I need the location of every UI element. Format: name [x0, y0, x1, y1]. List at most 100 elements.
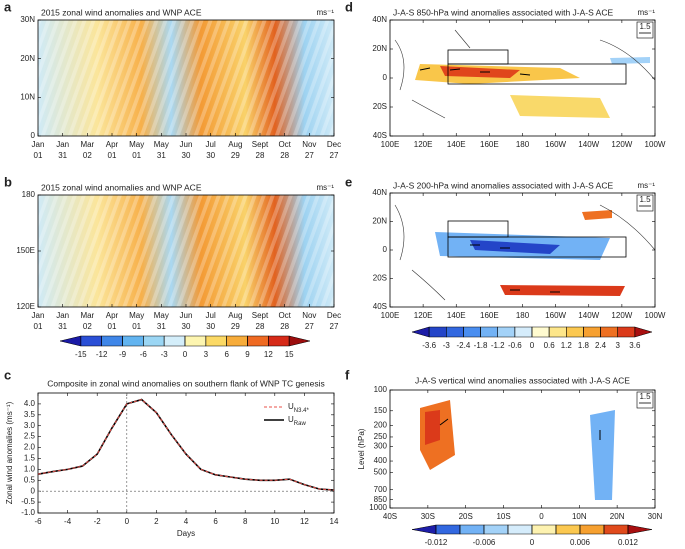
day: 31	[58, 151, 67, 160]
day: 28	[280, 151, 289, 160]
day: 02	[83, 322, 92, 331]
unit-label: ms⁻¹	[637, 181, 655, 190]
x-tick-label: Oct 28	[278, 140, 291, 160]
colorbar-tick-label: 0.012	[618, 538, 639, 547]
plot-frame	[389, 389, 656, 509]
colorbar-box	[247, 335, 269, 347]
legend-label: UN3.4*	[288, 402, 309, 413]
colorbar-box	[555, 524, 581, 535]
colorbar-box	[566, 326, 584, 338]
colorbar-box	[268, 335, 290, 347]
panel-title: 2015 zonal wind anomalies and WNP ACE	[41, 7, 202, 17]
x-tick-label: 180	[516, 311, 530, 320]
colorbar-tick-label: 3.6	[629, 341, 641, 350]
legend-subscript: N3.4*	[294, 408, 310, 414]
x-tick-label: 120W	[611, 311, 632, 320]
x-tick-label: 180	[516, 140, 530, 149]
x-tick-label: 100E	[381, 140, 400, 149]
day: 28	[256, 151, 265, 160]
x-tick-label: Jun 30	[180, 311, 193, 331]
day: 31	[157, 322, 166, 331]
y-tick-label: 500	[374, 468, 388, 477]
colorbar-tick-label: -9	[119, 350, 127, 359]
y-tick-label: 10N	[20, 92, 35, 101]
colorbar-tick-label: -3	[443, 341, 451, 350]
month: Jun	[180, 311, 193, 320]
reference-vector: 1.5	[639, 195, 651, 204]
day: 31	[58, 322, 67, 331]
colorbar-box	[603, 524, 629, 535]
colorbar-tick-label: -0.6	[508, 341, 522, 350]
day: 30	[206, 322, 215, 331]
x-tick-label: 120W	[611, 140, 632, 149]
legend-name: U	[288, 402, 294, 411]
month: Apr	[106, 140, 119, 149]
panel-title: 2015 zonal wind anomalies and WNP ACE	[41, 182, 202, 192]
legend-name: U	[288, 415, 294, 424]
month: Jan	[32, 140, 45, 149]
colorbar-tick-label: -0.012	[425, 538, 448, 547]
colorbar-box	[428, 326, 447, 338]
x-tick-label: Dec 27	[327, 140, 341, 160]
colorbar-box	[531, 524, 557, 535]
y-tick-label: 150E	[16, 246, 35, 255]
colorbar-tick-label: -2.4	[457, 341, 471, 350]
colorbar-box	[600, 326, 618, 338]
month: May	[154, 311, 169, 320]
colorbar-box	[163, 335, 186, 347]
panel-label: c	[4, 367, 11, 382]
y-tick-label: 0.5	[24, 475, 36, 484]
x-tick-label: Mar 02	[80, 140, 94, 160]
month: Jan	[56, 140, 69, 149]
x-tick-label: Dec 27	[327, 311, 341, 331]
y-tick-label: 120E	[16, 302, 35, 311]
colorbar-end	[411, 524, 437, 535]
colorbar-tick-label: 3	[204, 350, 209, 359]
y-tick-label: 3.0	[24, 421, 36, 430]
x-tick-label: -6	[34, 517, 42, 526]
y-tick-label: 0	[31, 131, 36, 140]
day: 29	[231, 151, 240, 160]
month: Nov	[302, 140, 316, 149]
month: Jan	[56, 311, 69, 320]
x-tick-label: Jun 30	[180, 140, 193, 160]
x-tick-label: Jul 30	[206, 140, 216, 160]
month: Dec	[327, 140, 341, 149]
panel-label: f	[345, 367, 350, 382]
colorbar-end	[627, 524, 653, 535]
colorbar-tick-label: 1.8	[578, 341, 590, 350]
colorbar-tick-label: 0	[530, 538, 535, 547]
panel-label: b	[4, 174, 12, 189]
y-tick-label: 40N	[372, 15, 387, 24]
x-tick-label: May 31	[154, 311, 169, 331]
y-tick-label: 250	[374, 432, 388, 441]
x-tick-label: Jan 01	[32, 140, 45, 160]
day: 01	[132, 322, 141, 331]
x-tick-label: 160E	[480, 311, 499, 320]
colorbar-box	[226, 335, 248, 347]
x-tick-label: 140W	[578, 311, 599, 320]
y-axis-label: Zonal wind anomalies (ms⁻¹)	[5, 401, 14, 504]
x-tick-label: 140E	[447, 311, 466, 320]
x-tick-label: 6	[213, 517, 218, 526]
month: Jul	[206, 311, 216, 320]
day: 27	[305, 151, 314, 160]
x-tick-label: Mar 02	[80, 311, 94, 331]
series-line	[37, 398, 335, 491]
x-tick-label: 10S	[496, 512, 510, 521]
x-tick-label: 160W	[545, 311, 566, 320]
y-tick-label: 0	[383, 73, 388, 82]
y-tick-label: 850	[374, 495, 388, 504]
colorbar-box	[435, 524, 461, 535]
colorbar-box	[514, 326, 533, 338]
x-tick-label: Aug 29	[228, 311, 242, 331]
colorbar-tick-label: 15	[285, 350, 294, 359]
x-tick-label: 140E	[447, 140, 466, 149]
x-tick-label: 100W	[645, 140, 666, 149]
panel-label: a	[4, 0, 12, 14]
colorbar-box	[80, 335, 102, 347]
y-tick-label: 2.0	[24, 443, 36, 452]
month: Nov	[302, 311, 316, 320]
x-tick-label: 4	[184, 517, 189, 526]
y-tick-label: 20N	[372, 217, 387, 226]
